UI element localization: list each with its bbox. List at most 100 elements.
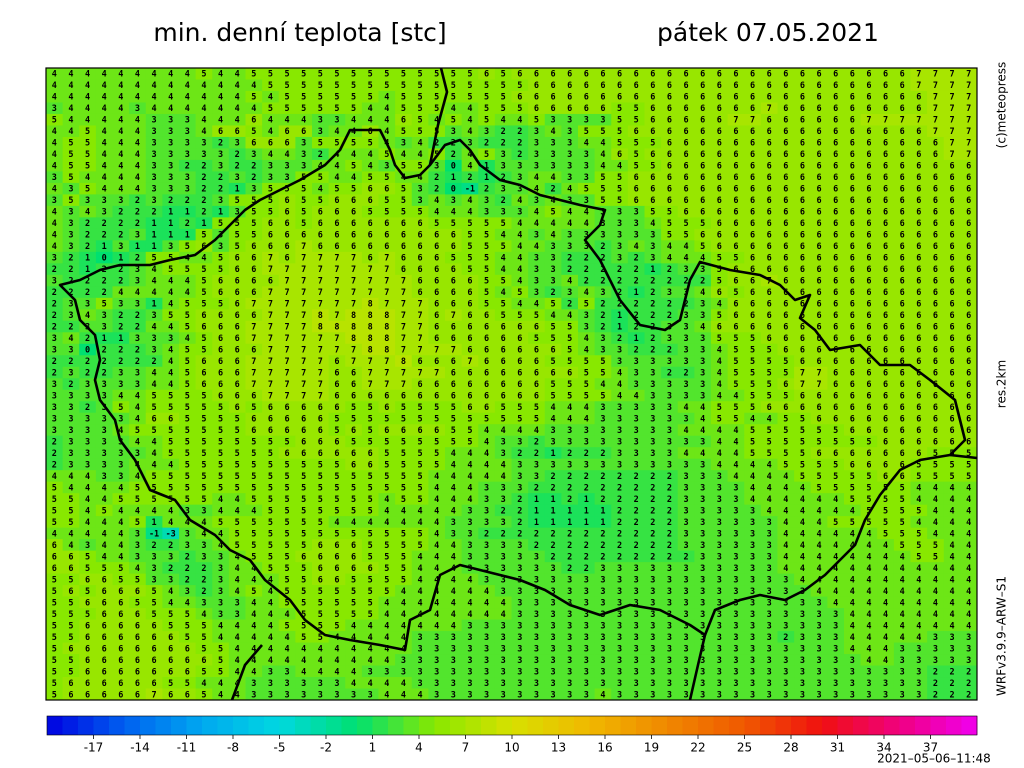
grid-cell: [262, 159, 280, 172]
grid-value: 6: [600, 70, 605, 80]
grid-value: 6: [667, 150, 672, 160]
grid-cell: [494, 182, 512, 195]
grid-value: 7: [334, 311, 339, 321]
grid-value: 5: [434, 403, 439, 413]
grid-cell: [860, 194, 878, 207]
grid-value: 6: [617, 70, 622, 80]
grid-value: 6: [750, 254, 755, 264]
grid-cell: [528, 113, 546, 126]
grid-value: 4: [152, 369, 157, 379]
grid-cell: [312, 125, 330, 138]
grid-cell: [860, 68, 878, 80]
grid-value: 6: [933, 311, 938, 321]
grid-value: 2: [68, 323, 73, 333]
grid-value: 6: [966, 311, 971, 321]
grid-value: 6: [334, 391, 339, 401]
grid-value: 2: [584, 277, 589, 287]
grid-value: 6: [933, 242, 938, 252]
grid-cell: [627, 194, 645, 207]
grid-value: 6: [750, 208, 755, 218]
grid-value: 6: [783, 231, 788, 241]
grid-value: 6: [717, 173, 722, 183]
grid-value: 7: [351, 357, 356, 367]
grid-value: 6: [667, 173, 672, 183]
grid-value: 5: [351, 81, 356, 91]
grid-value: 6: [750, 81, 755, 91]
grid-value: 5: [384, 449, 389, 459]
grid-value: 1: [185, 231, 190, 241]
grid-value: 4: [717, 449, 722, 459]
grid-cell: [511, 182, 529, 195]
grid-value: 6: [800, 162, 805, 172]
grid-cell: [760, 205, 778, 218]
grid-cell: [361, 171, 379, 184]
grid-cell: [95, 194, 113, 207]
grid-value: 6: [767, 208, 772, 218]
grid-cell: [295, 217, 313, 230]
grid-value: 6: [733, 208, 738, 218]
grid-value: 6: [467, 403, 472, 413]
grid-value: 5: [434, 414, 439, 424]
grid-value: 6: [950, 162, 955, 172]
grid-value: 6: [900, 414, 905, 424]
grid-value: 6: [700, 70, 705, 80]
grid-value: 6: [833, 150, 838, 160]
grid-value: 5: [467, 81, 472, 91]
grid-value: 5: [501, 403, 506, 413]
grid-value: 6: [700, 81, 705, 91]
grid-value: 5: [501, 414, 506, 424]
grid-cell: [494, 136, 512, 149]
grid-value: 3: [634, 208, 639, 218]
grid-cell: [428, 194, 446, 207]
grid-cell: [129, 68, 147, 80]
grid-value: 6: [900, 277, 905, 287]
grid-cell: [644, 182, 662, 195]
grid-value: 6: [551, 70, 556, 80]
grid-value: 6: [866, 93, 871, 103]
grid-value: 5: [584, 380, 589, 390]
grid-value: 3: [152, 173, 157, 183]
grid-value: 4: [168, 70, 173, 80]
grid-value: 5: [451, 403, 456, 413]
grid-value: 5: [368, 70, 373, 80]
grid-cell: [794, 205, 812, 218]
grid-value: 6: [966, 231, 971, 241]
grid-value: 3: [201, 150, 206, 160]
grid-cell: [461, 159, 479, 172]
grid-value: 5: [185, 242, 190, 252]
grid-cell: [361, 136, 379, 149]
grid-value: 6: [434, 300, 439, 310]
grid-value: 6: [401, 426, 406, 436]
grid-value: 8: [384, 323, 389, 333]
grid-value: 6: [733, 300, 738, 310]
grid-value: 1: [551, 449, 556, 459]
grid-value: 6: [218, 334, 223, 344]
grid-value: 3: [667, 449, 672, 459]
grid-value: 4: [534, 242, 539, 252]
timestamp: 2021–05–06–11:48: [877, 752, 991, 766]
grid-cell: [228, 125, 246, 138]
grid-cell: [378, 113, 396, 126]
grid-cell: [262, 113, 280, 126]
grid-value: 6: [933, 277, 938, 287]
grid-value: 6: [251, 391, 256, 401]
grid-cell: [378, 79, 396, 92]
grid-cell: [129, 79, 147, 92]
grid-value: 6: [617, 81, 622, 91]
grid-value: 6: [600, 104, 605, 114]
grid-value: 5: [401, 104, 406, 114]
grid-value: 4: [684, 242, 689, 252]
grid-value: 4: [517, 196, 522, 206]
grid-value: 6: [218, 323, 223, 333]
grid-cell: [528, 194, 546, 207]
grid-cell: [129, 113, 147, 126]
grid-cell: [461, 182, 479, 195]
grid-cell: [544, 79, 562, 92]
grid-value: 4: [584, 288, 589, 298]
grid-value: 3: [152, 116, 157, 126]
grid-value: 6: [933, 334, 938, 344]
grid-cell: [661, 217, 679, 230]
grid-value: 6: [916, 288, 921, 298]
grid-value: 6: [916, 391, 921, 401]
grid-value: 6: [900, 334, 905, 344]
